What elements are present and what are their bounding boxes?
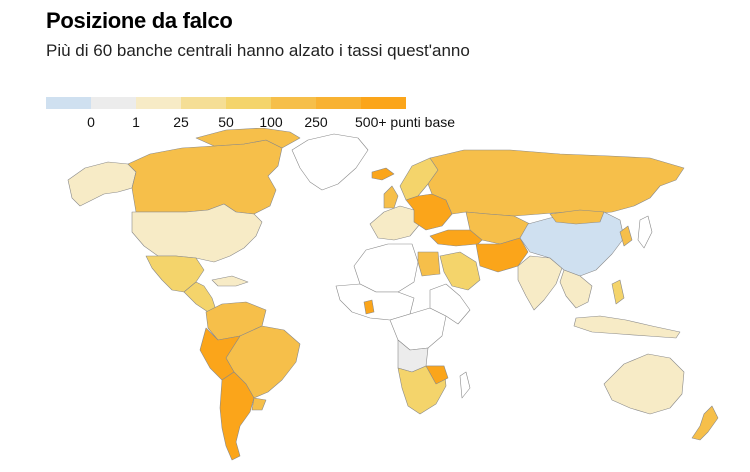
color-legend-bar	[46, 97, 406, 109]
legend-label: 250	[304, 114, 328, 130]
region-madagascar[interactable]	[459, 371, 471, 399]
region-uruguay[interactable]	[251, 397, 267, 411]
region-russia[interactable]	[427, 149, 685, 217]
legend-swatch	[271, 97, 316, 109]
region-ghana[interactable]	[363, 299, 375, 315]
region-alaska[interactable]	[67, 161, 137, 207]
legend-swatch	[91, 97, 136, 109]
chart-title: Posizione da falco	[46, 8, 233, 33]
region-saudi-arabia[interactable]	[439, 251, 481, 291]
region-central-america[interactable]	[183, 281, 217, 313]
legend-labels: 0 1 25 50 100 250 500+ punti base	[46, 114, 476, 132]
region-canada-islands[interactable]	[195, 128, 301, 149]
legend-swatch	[136, 97, 181, 109]
legend-swatch	[181, 97, 226, 109]
legend-swatch	[46, 97, 91, 109]
region-eastern-europe[interactable]	[405, 193, 453, 231]
region-zimbabwe[interactable]	[425, 365, 449, 385]
region-indonesia[interactable]	[573, 315, 681, 339]
chart-subtitle: Più di 60 banche centrali hanno alzato i…	[46, 41, 470, 60]
legend-label: 25	[173, 114, 189, 130]
region-greenland[interactable]	[291, 133, 369, 191]
legend-label: 50	[218, 114, 234, 130]
region-north-africa[interactable]	[353, 243, 419, 293]
region-japan[interactable]	[637, 215, 653, 249]
world-map	[67, 128, 719, 461]
region-southeast-asia[interactable]	[559, 269, 593, 309]
legend-swatch	[316, 97, 361, 109]
region-philippines[interactable]	[611, 279, 625, 305]
legend-swatch	[361, 97, 406, 109]
legend-label: 1	[132, 114, 140, 130]
region-korea[interactable]	[619, 225, 633, 247]
region-western-europe[interactable]	[369, 205, 421, 241]
region-mongolia[interactable]	[549, 209, 605, 225]
region-argentina-chile[interactable]	[219, 371, 255, 461]
region-egypt[interactable]	[417, 251, 441, 277]
region-iran-pakistan[interactable]	[475, 237, 529, 273]
region-new-zealand[interactable]	[691, 405, 719, 441]
legend-label: 0	[87, 114, 95, 130]
region-uk[interactable]	[383, 185, 399, 209]
legend-label: 500+ punti base	[355, 114, 456, 130]
region-canada[interactable]	[127, 139, 283, 215]
region-united-states[interactable]	[131, 203, 263, 263]
region-australia[interactable]	[603, 353, 685, 415]
legend-label: 100	[259, 114, 283, 130]
region-cuba[interactable]	[211, 275, 249, 287]
region-india[interactable]	[517, 255, 563, 311]
legend-swatch	[226, 97, 271, 109]
region-iceland[interactable]	[371, 167, 395, 181]
region-east-africa[interactable]	[429, 283, 471, 325]
